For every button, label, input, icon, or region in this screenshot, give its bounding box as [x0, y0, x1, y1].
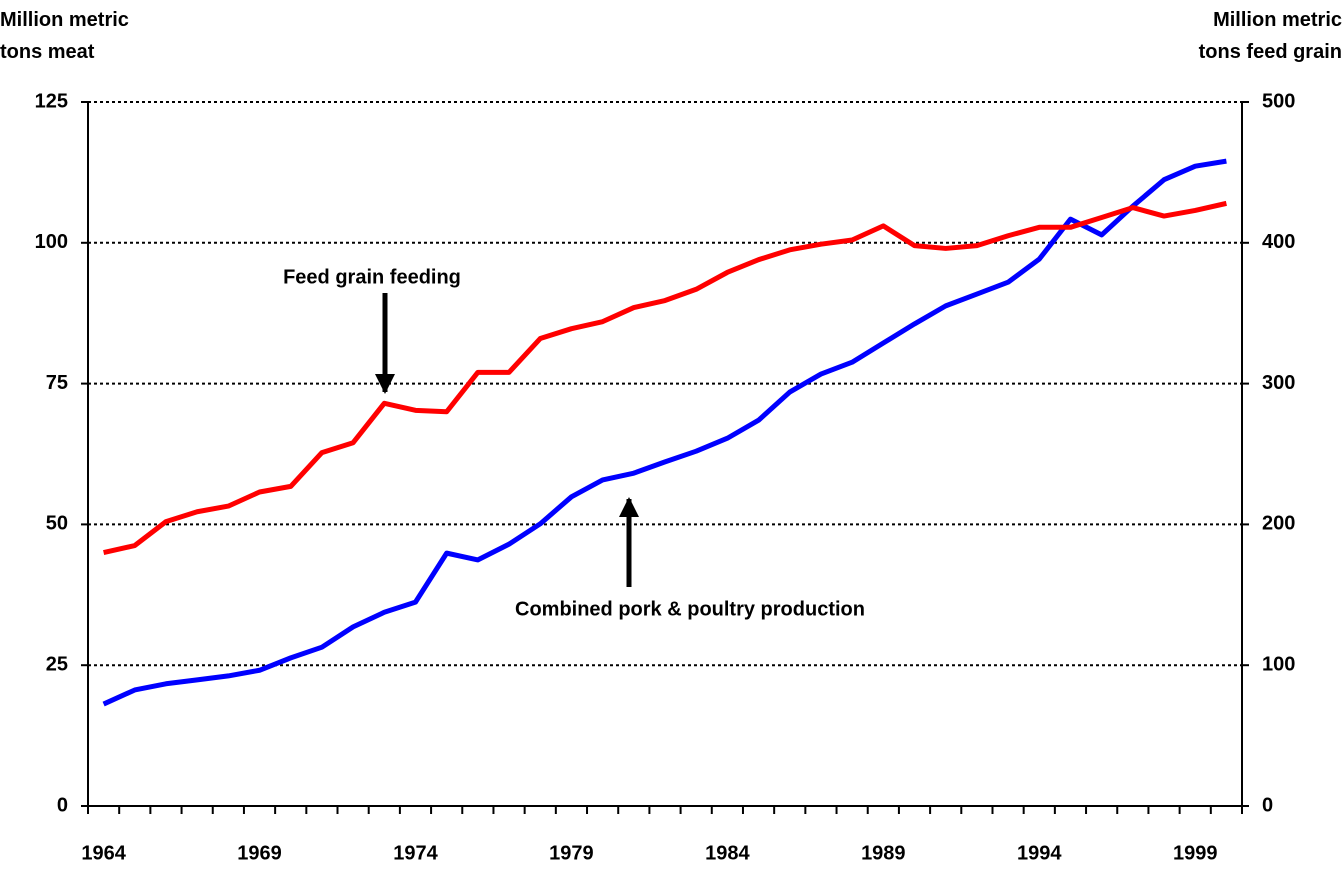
- x-tick-label: 1974: [393, 842, 438, 864]
- y2-tick-label: 0: [1262, 794, 1273, 816]
- x-tick-label: 1969: [237, 842, 282, 864]
- annotation: Feed grain feeding: [283, 266, 461, 288]
- y-tick-label: 50: [46, 513, 68, 535]
- y2-axis-title: Million metric tons feed grain: [1198, 9, 1342, 63]
- x-tick-label: 1964: [81, 842, 126, 864]
- y2-tick-label: 200: [1262, 513, 1295, 535]
- x-tick-label: 1989: [861, 842, 906, 864]
- x-tick-label: 1999: [1173, 842, 1218, 864]
- annotation: Combined pork & poultry production: [515, 598, 865, 620]
- x-tick-label: 1994: [1017, 842, 1062, 864]
- y2-tick-label: 400: [1262, 231, 1295, 253]
- x-tick-label: 1984: [705, 842, 750, 864]
- y-tick-label: 25: [46, 653, 68, 675]
- y-tick-label: 0: [57, 794, 68, 816]
- y2-tick-label: 300: [1262, 372, 1295, 394]
- y-axis-title: Million metric tons meat: [0, 9, 129, 63]
- series-line: [102, 158, 1227, 707]
- x-tick-label: 1979: [549, 842, 594, 864]
- y-tick-label: 100: [35, 231, 68, 253]
- series-line: [103, 200, 1227, 555]
- y-tick-label: 75: [46, 372, 68, 394]
- y2-tick-label: 500: [1262, 90, 1295, 112]
- y2-tick-label: 100: [1262, 653, 1295, 675]
- y-tick-label: 125: [35, 90, 68, 112]
